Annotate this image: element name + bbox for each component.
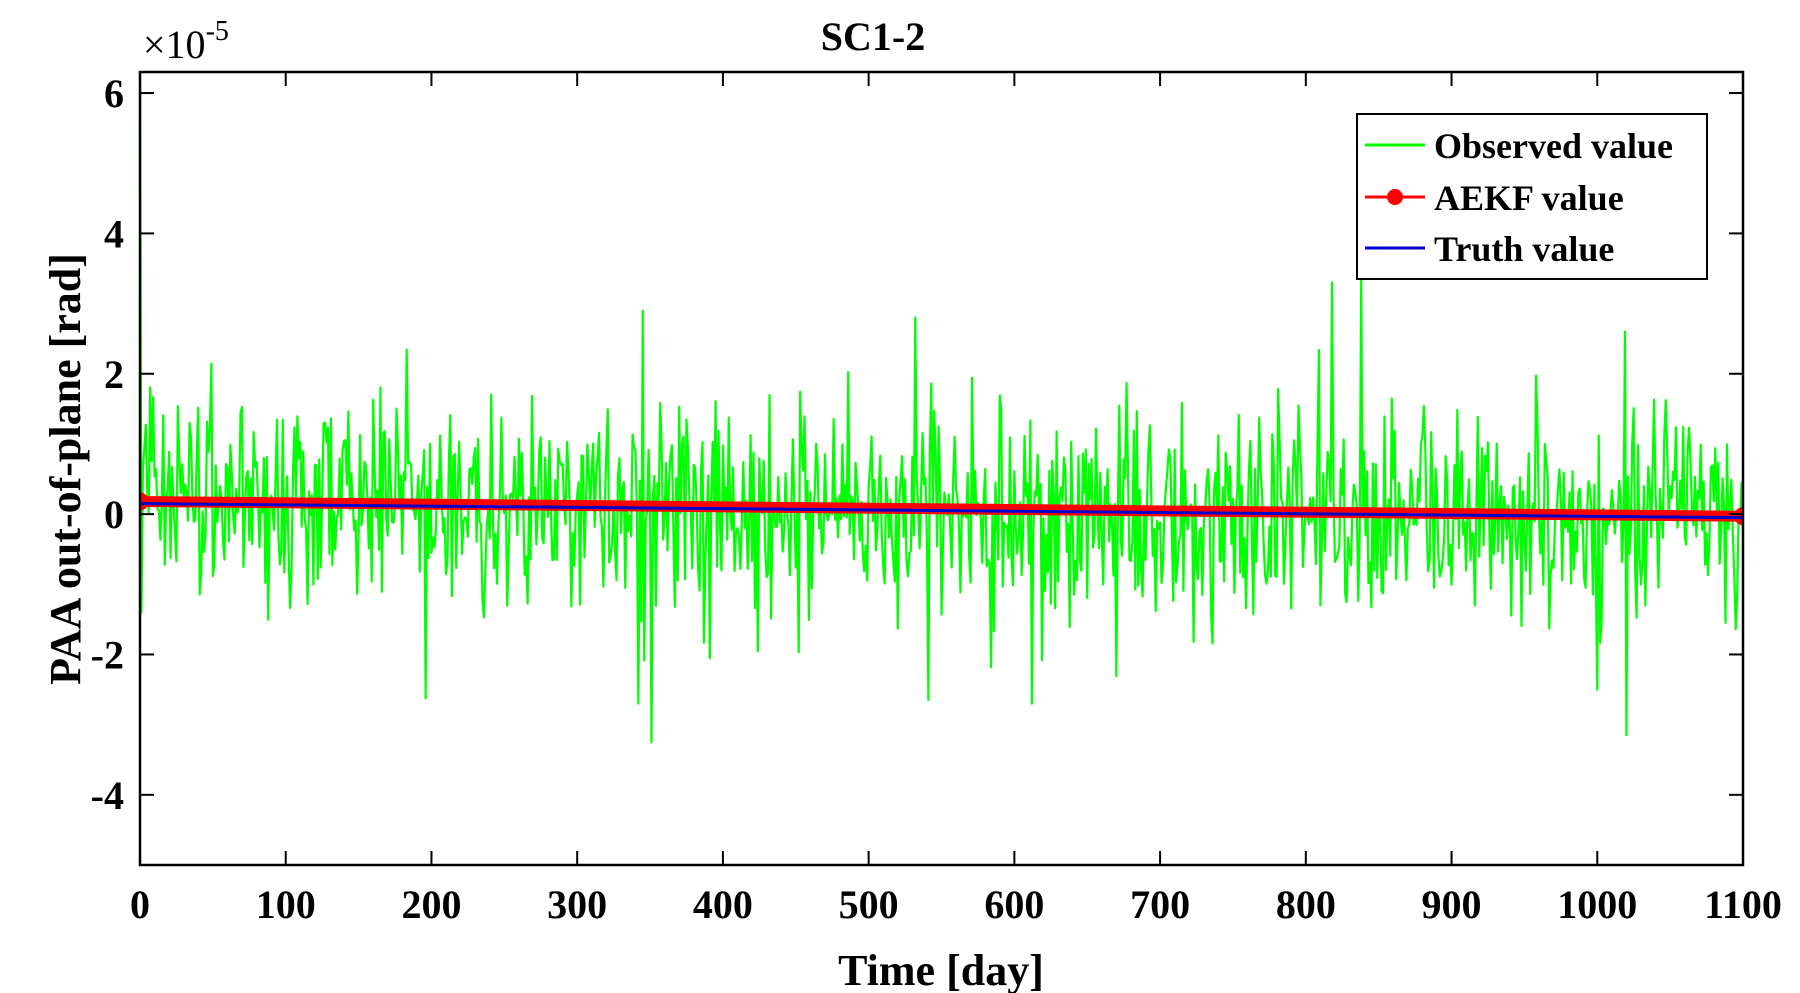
legend: Observed value AEKF value Truth value [1356,113,1708,280]
series-observed-line [140,72,1743,744]
legend-label-observed: Observed value [1434,126,1673,166]
x-tick-label: 1100 [1704,882,1782,927]
x-tick-label: 900 [1422,882,1482,927]
x-axis: 0 100 200 300 400 500 600 700 800 900 1000 1100 [130,72,1782,927]
x-tick-label: 1000 [1557,882,1637,927]
y-multiplier-exponent: -5 [206,16,229,47]
x-tick-label: 0 [130,882,150,927]
axes-box [138,70,1745,867]
legend-marker-aekf [1387,189,1403,205]
x-tick-label: 100 [256,882,316,927]
legend-label-aekf: AEKF value [1434,178,1624,218]
chart-title: SC1-2 [821,14,925,59]
series-aekf-line [140,495,1743,522]
y-tick-label: -2 [91,632,124,677]
y-tick-label: -4 [91,773,124,818]
y-multiplier-text: ×10 [143,22,206,67]
y-exponent-label: ×10-5 [143,16,229,67]
x-tick-label: 700 [1130,882,1190,927]
series-aekf-marker [140,492,149,511]
series-truth-line [140,502,1743,520]
y-tick-label: 6 [104,71,124,116]
y-tick-label: 0 [104,492,124,537]
x-tick-label: 500 [839,882,899,927]
x-tick-label: 600 [984,882,1044,927]
y-axis-label: PAA out-of-plane [rad] [41,253,90,685]
x-tick-label: 300 [547,882,607,927]
x-tick-label: 200 [401,882,461,927]
y-axis: -4 -2 0 2 4 6 [91,71,1743,818]
x-axis-label: Time [day] [838,946,1044,993]
plot-area [140,72,1743,744]
y-tick-label: 2 [104,352,124,397]
x-tick-label: 400 [693,882,753,927]
legend-label-truth: Truth value [1434,229,1614,269]
y-tick-label: 4 [104,211,124,256]
x-tick-label: 800 [1276,882,1336,927]
